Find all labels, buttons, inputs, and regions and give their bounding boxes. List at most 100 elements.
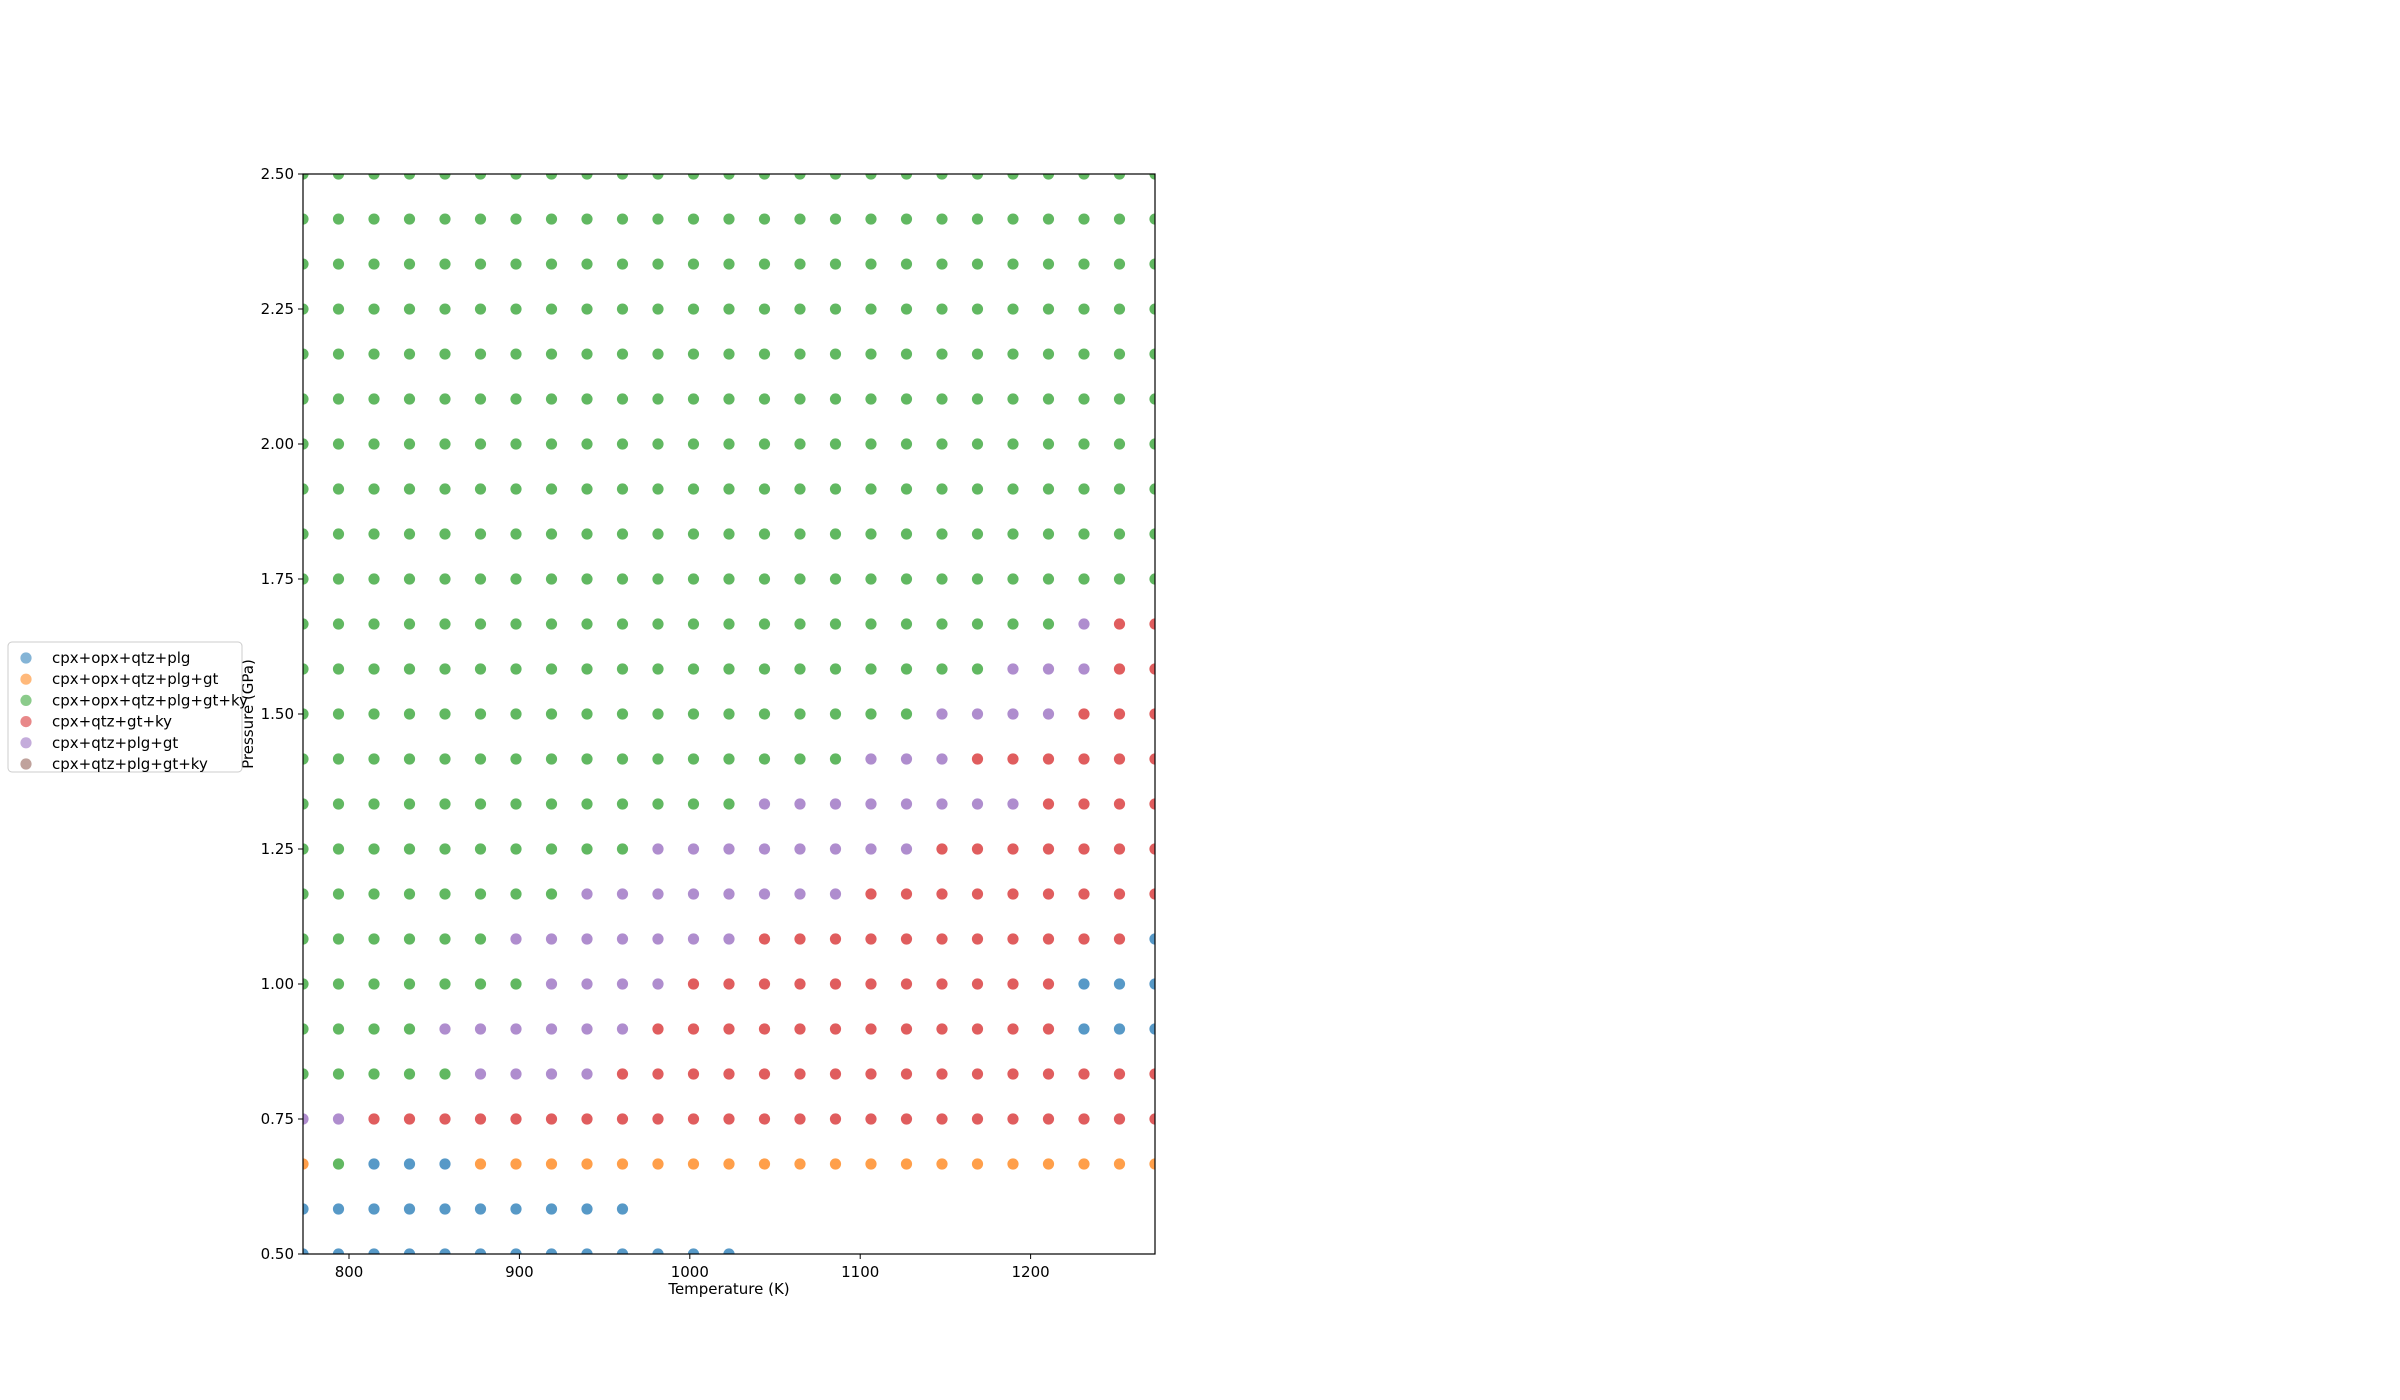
data-point bbox=[1149, 438, 1155, 450]
data-point bbox=[652, 618, 664, 630]
data-point bbox=[303, 663, 309, 675]
data-point bbox=[652, 978, 664, 990]
data-point bbox=[971, 573, 984, 585]
data-point bbox=[758, 843, 771, 855]
data-point bbox=[723, 303, 735, 315]
data-point bbox=[474, 618, 487, 630]
data-point bbox=[1149, 1113, 1155, 1125]
data-point bbox=[936, 573, 948, 585]
data-point bbox=[1078, 753, 1090, 765]
data-point bbox=[439, 1113, 451, 1125]
data-point bbox=[439, 483, 451, 495]
data-point bbox=[1078, 348, 1090, 360]
data-point bbox=[439, 528, 451, 540]
data-point bbox=[1042, 573, 1055, 585]
data-point bbox=[439, 888, 451, 900]
data-point bbox=[1078, 393, 1090, 405]
data-point bbox=[1042, 483, 1055, 495]
data-point bbox=[652, 483, 664, 495]
data-point bbox=[474, 708, 487, 720]
data-point bbox=[1007, 798, 1019, 810]
data-point bbox=[1078, 1158, 1090, 1170]
data-point bbox=[439, 663, 451, 675]
data-point bbox=[474, 393, 487, 405]
data-point bbox=[687, 438, 700, 450]
data-point bbox=[303, 1113, 309, 1125]
data-point bbox=[829, 573, 842, 585]
data-point bbox=[900, 393, 913, 405]
data-point bbox=[510, 1068, 522, 1080]
data-point bbox=[581, 798, 593, 810]
data-point bbox=[687, 483, 700, 495]
data-point bbox=[900, 258, 913, 270]
data-point bbox=[687, 978, 700, 990]
data-point bbox=[687, 663, 700, 675]
data-point bbox=[545, 438, 558, 450]
x-axis-label: Temperature (K) bbox=[667, 1280, 789, 1298]
data-point bbox=[303, 348, 309, 360]
data-point bbox=[1078, 798, 1090, 810]
data-point bbox=[303, 258, 309, 270]
data-point bbox=[900, 174, 913, 180]
data-point bbox=[1149, 348, 1155, 360]
data-point bbox=[545, 303, 558, 315]
data-point bbox=[865, 438, 877, 450]
data-point bbox=[1042, 438, 1055, 450]
data-point bbox=[971, 483, 984, 495]
data-point bbox=[829, 393, 842, 405]
data-point bbox=[510, 174, 522, 180]
data-point bbox=[723, 663, 735, 675]
data-point bbox=[794, 303, 806, 315]
data-point bbox=[936, 303, 948, 315]
data-point bbox=[865, 348, 877, 360]
data-point bbox=[723, 174, 735, 180]
data-point bbox=[971, 258, 984, 270]
data-point bbox=[403, 843, 416, 855]
y-tick-label: 0.50 bbox=[261, 1245, 294, 1263]
data-point bbox=[723, 438, 735, 450]
data-point bbox=[332, 1158, 345, 1170]
data-point bbox=[900, 438, 913, 450]
data-point bbox=[1113, 213, 1126, 225]
data-point bbox=[794, 843, 806, 855]
data-point bbox=[474, 1248, 487, 1254]
data-point bbox=[936, 843, 948, 855]
data-point bbox=[865, 798, 877, 810]
data-point bbox=[794, 933, 806, 945]
data-point bbox=[971, 1113, 984, 1125]
data-point bbox=[403, 438, 416, 450]
data-point bbox=[403, 978, 416, 990]
data-point bbox=[368, 798, 380, 810]
data-point bbox=[865, 1023, 877, 1035]
data-point bbox=[1078, 438, 1090, 450]
data-point bbox=[865, 303, 877, 315]
data-point bbox=[1113, 798, 1126, 810]
data-point bbox=[616, 933, 629, 945]
data-point bbox=[723, 213, 735, 225]
data-point bbox=[368, 1068, 380, 1080]
data-point bbox=[1042, 798, 1055, 810]
data-point bbox=[303, 843, 309, 855]
legend-label: cpx+qtz+plg+gt bbox=[52, 734, 178, 752]
data-point bbox=[439, 303, 451, 315]
data-point bbox=[865, 708, 877, 720]
data-point bbox=[900, 303, 913, 315]
data-point bbox=[439, 174, 451, 180]
data-point bbox=[545, 888, 558, 900]
data-point bbox=[723, 798, 735, 810]
data-point bbox=[368, 303, 380, 315]
data-point bbox=[1149, 573, 1155, 585]
data-point bbox=[971, 843, 984, 855]
data-point bbox=[758, 708, 771, 720]
data-point bbox=[1007, 933, 1019, 945]
data-point bbox=[332, 258, 345, 270]
data-point bbox=[687, 618, 700, 630]
data-point bbox=[545, 393, 558, 405]
data-point bbox=[1042, 348, 1055, 360]
data-point bbox=[510, 843, 522, 855]
data-point bbox=[368, 1113, 380, 1125]
data-point bbox=[829, 933, 842, 945]
data-point bbox=[1078, 978, 1090, 990]
data-point bbox=[368, 393, 380, 405]
data-point bbox=[545, 933, 558, 945]
